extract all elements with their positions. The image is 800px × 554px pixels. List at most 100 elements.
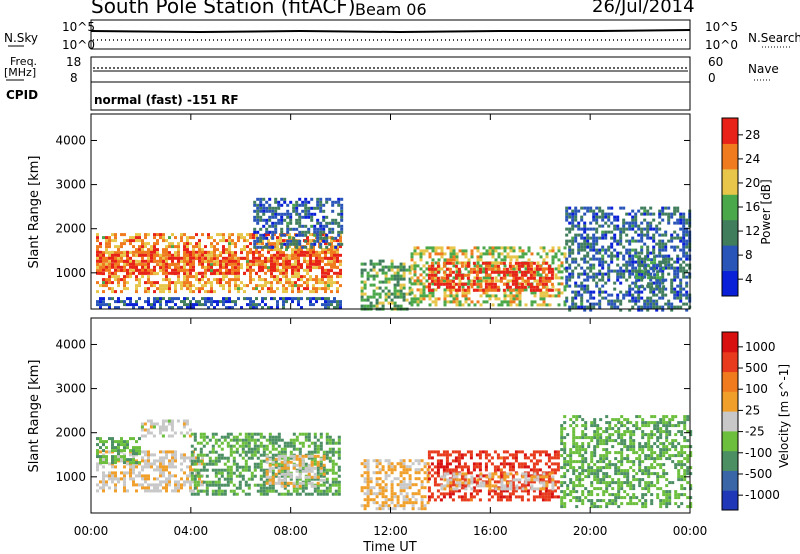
data-cell <box>384 298 388 302</box>
data-cell <box>509 291 513 295</box>
data-cell <box>503 255 507 259</box>
data-cell <box>650 282 654 286</box>
data-cell <box>141 275 144 279</box>
data-cell <box>105 483 108 487</box>
data-cell <box>439 492 443 496</box>
data-cell <box>253 215 257 219</box>
data-cell <box>204 256 207 260</box>
data-cell <box>192 262 195 266</box>
data-cell <box>259 489 263 493</box>
data-cell <box>265 200 269 204</box>
data-cell <box>592 278 596 282</box>
data-cell <box>147 450 150 454</box>
data-cell <box>255 271 258 275</box>
data-cell <box>199 441 203 445</box>
data-cell <box>150 462 153 466</box>
data-cell <box>268 483 272 487</box>
data-cell <box>295 492 299 496</box>
data-cell <box>484 264 488 268</box>
data-cell <box>111 446 114 450</box>
data-cell <box>262 444 266 448</box>
data-cell <box>170 425 174 429</box>
data-cell <box>283 218 287 222</box>
data-cell <box>616 227 620 231</box>
data-cell <box>607 293 611 297</box>
data-cell <box>259 239 263 243</box>
data-cell <box>661 305 665 309</box>
data-cell <box>325 221 329 225</box>
data-cell <box>283 233 287 237</box>
data-cell <box>144 242 147 246</box>
data-cell <box>249 251 252 255</box>
data-cell <box>539 291 543 295</box>
data-cell <box>262 468 266 472</box>
data-cell <box>402 498 406 502</box>
data-cell <box>285 248 288 252</box>
data-cell <box>216 281 219 285</box>
data-cell <box>679 284 683 288</box>
data-cell <box>607 263 611 267</box>
data-cell <box>324 250 327 254</box>
data-cell <box>337 453 341 457</box>
data-cell <box>445 276 449 280</box>
data-cell <box>135 239 138 243</box>
data-cell <box>545 291 549 295</box>
data-cell <box>598 206 602 210</box>
data-cell <box>568 278 572 282</box>
data-cell <box>170 434 174 438</box>
data-cell <box>410 258 414 262</box>
data-cell <box>363 465 367 469</box>
data-cell <box>419 294 423 298</box>
data-cell <box>434 303 438 307</box>
data-cell <box>652 227 656 231</box>
data-cell <box>580 245 584 249</box>
data-cell <box>228 306 231 310</box>
data-cell <box>598 224 602 228</box>
data-cell <box>168 462 171 466</box>
data-cell <box>485 291 489 295</box>
data-cell <box>256 483 260 487</box>
data-cell <box>108 474 111 478</box>
data-cell <box>228 233 231 237</box>
data-cell <box>455 258 459 262</box>
data-cell <box>434 300 438 304</box>
data-cell <box>643 272 647 276</box>
data-cell <box>523 270 527 274</box>
data-cell <box>679 212 683 216</box>
nave-label: Nave <box>748 62 779 76</box>
data-cell <box>198 477 201 481</box>
data-cell <box>174 287 177 291</box>
data-cell <box>640 257 644 261</box>
data-cell <box>226 456 230 460</box>
data-cell <box>334 200 338 204</box>
data-cell <box>237 233 240 237</box>
data-cell <box>458 300 462 304</box>
data-cell <box>337 441 341 445</box>
data-cell <box>586 233 590 237</box>
data-cell <box>500 303 504 307</box>
data-cell <box>655 305 659 309</box>
data-cell <box>138 260 141 264</box>
data-cell <box>183 456 186 460</box>
data-cell <box>514 276 518 280</box>
data-cell <box>417 492 421 496</box>
data-cell <box>135 465 138 469</box>
data-cell <box>685 281 689 285</box>
data-cell <box>141 306 144 310</box>
data-cell <box>164 428 168 432</box>
data-cell <box>298 218 302 222</box>
data-cell <box>470 252 474 256</box>
data-cell <box>280 454 284 458</box>
data-cell <box>195 287 198 291</box>
data-cell <box>219 271 222 275</box>
data-cell <box>283 480 287 484</box>
data-cell <box>402 468 406 472</box>
data-cell <box>192 456 195 460</box>
data-cell <box>378 268 382 272</box>
data-cell <box>484 267 488 271</box>
data-cell <box>312 303 315 307</box>
data-cell <box>685 290 689 294</box>
data-cell <box>631 236 635 240</box>
data-cell <box>646 245 650 249</box>
data-cell <box>298 457 302 461</box>
